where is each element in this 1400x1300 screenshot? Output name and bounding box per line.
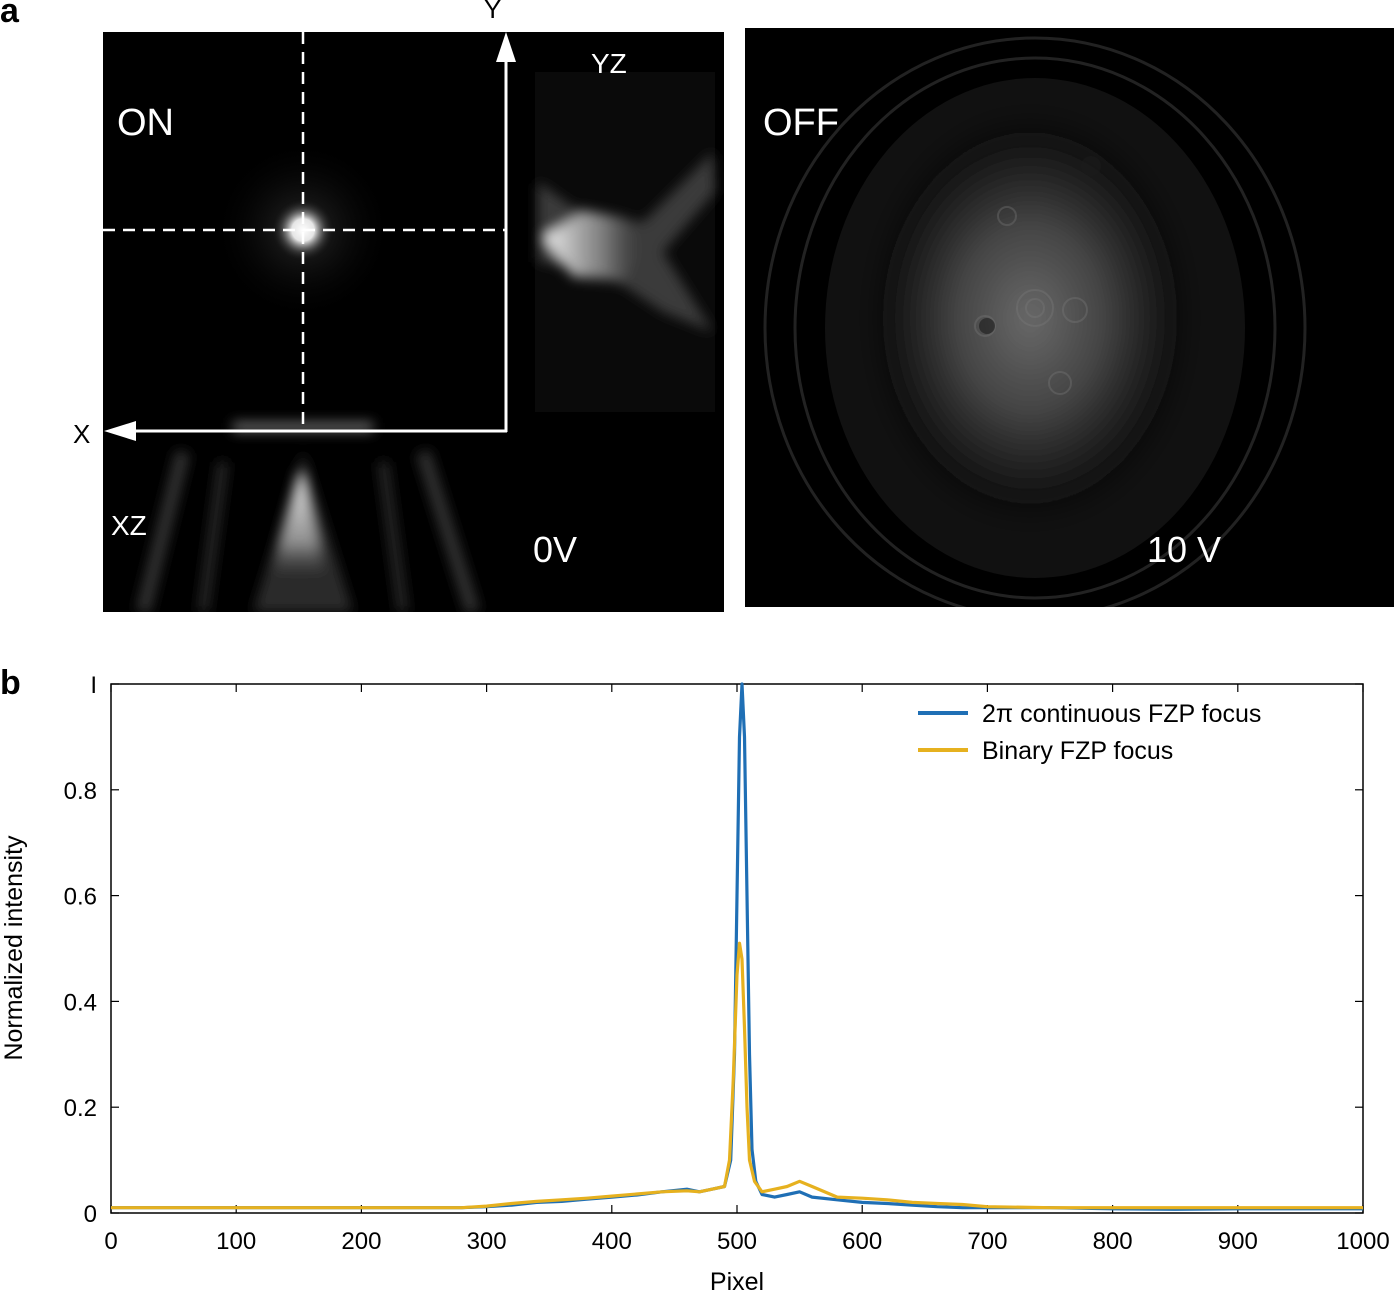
off-image-graphic	[763, 36, 1307, 607]
legend: 2π continuous FZP focus Binary FZP focus	[918, 700, 1261, 765]
legend-label-continuous: 2π continuous FZP focus	[982, 700, 1261, 728]
y-tick-labels: 0 0.2 0.4 0.6 0.8 I	[64, 672, 97, 1228]
on-mode-label: ON	[117, 102, 174, 144]
axis-y-label: Y	[484, 0, 502, 24]
xz-cross-section	[136, 422, 480, 612]
panel-a-letter: a	[0, 0, 19, 30]
legend-label-binary: Binary FZP focus	[982, 737, 1173, 765]
x-tick-label: 700	[967, 1228, 1007, 1255]
off-mode-label: OFF	[763, 102, 839, 144]
x-tick-label: 100	[216, 1228, 256, 1255]
y-tick-label: 0	[84, 1201, 97, 1228]
on-voltage-label: 0V	[533, 529, 578, 570]
x-tick-label: 900	[1218, 1228, 1258, 1255]
series-line-continuous	[111, 682, 1363, 1211]
series-line-binary	[111, 941, 1363, 1210]
xz-label: XZ	[111, 510, 147, 541]
y-tick-label: I	[90, 672, 97, 699]
x-tick-label: 200	[341, 1228, 381, 1255]
defocused-blob	[865, 108, 1195, 528]
off-voltage-label: 10 V	[1147, 529, 1222, 570]
y-tick-label: 0.8	[64, 778, 97, 805]
x-tick-labels: 0 100 200 300 400 500 600 700 800 900 1000	[104, 1228, 1389, 1255]
x-tick-label: 1000	[1336, 1228, 1389, 1255]
yz-cross-section	[538, 152, 715, 332]
x-axis-title: Pixel	[710, 1268, 764, 1296]
yz-label: YZ	[591, 48, 627, 79]
y-tick-label: 0.6	[64, 884, 97, 911]
on-microscopy-image: ON YZ XZ 0V	[103, 32, 724, 612]
intensity-line-chart: 0 100 200 300 400 500 600 700 800 900 1000 0 0.2 0.4…	[0, 672, 1390, 1296]
y-axis-title: Normalized intensity	[0, 835, 28, 1061]
panel-b-letter: b	[0, 664, 21, 702]
x-tick-label: 400	[592, 1228, 632, 1255]
y-tick-label: 0.2	[64, 1095, 97, 1122]
x-tick-label: 600	[842, 1228, 882, 1255]
series-lines	[111, 682, 1363, 1211]
off-microscopy-image: OFF 10 V	[745, 28, 1394, 607]
axis-x-label: X	[73, 419, 91, 449]
x-tick-label: 800	[1093, 1228, 1133, 1255]
x-tick-label: 500	[717, 1228, 757, 1255]
on-image-graphic	[103, 32, 715, 612]
x-tick-label: 300	[467, 1228, 507, 1255]
x-tick-label: 0	[104, 1228, 117, 1255]
y-tick-label: 0.4	[64, 989, 97, 1016]
